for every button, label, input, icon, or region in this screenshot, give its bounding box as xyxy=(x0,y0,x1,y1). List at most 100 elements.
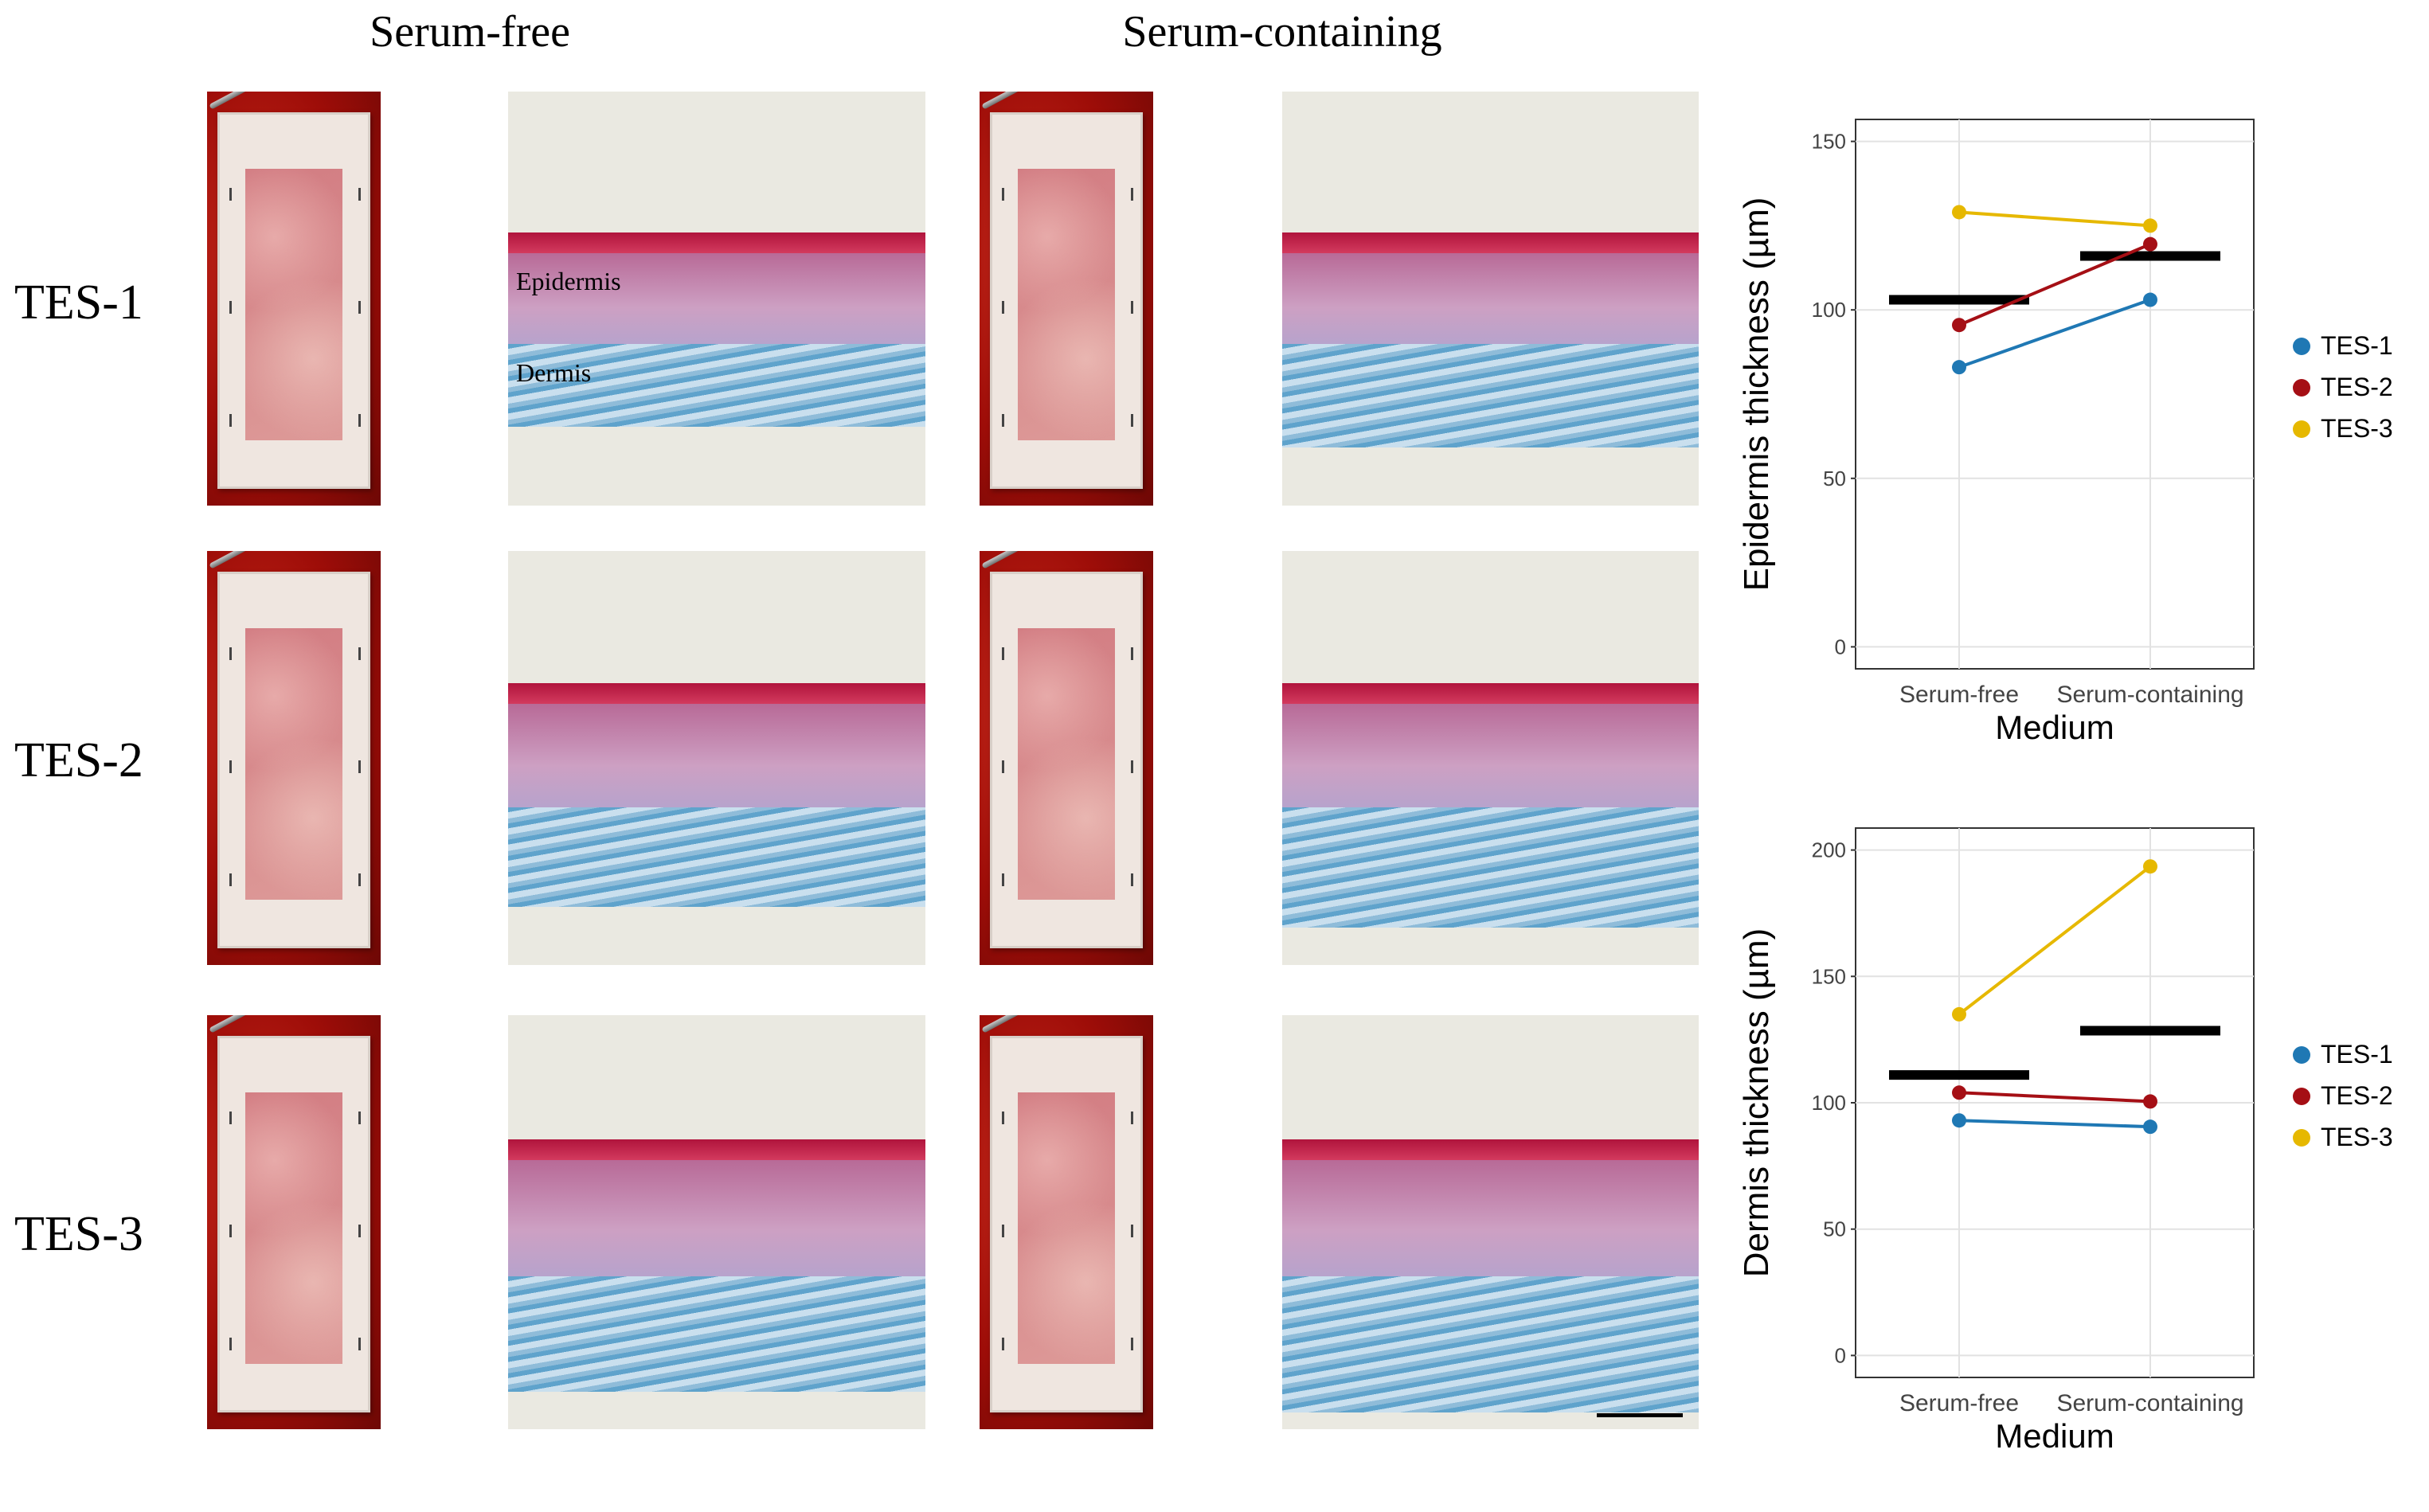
staple-pin xyxy=(1002,647,1005,660)
y-tick-label: 200 xyxy=(1812,838,1846,862)
legend-key-tes-3 xyxy=(2293,1129,2310,1147)
staple-pin xyxy=(229,647,233,660)
series-line-tes-2 xyxy=(1958,1091,2151,1104)
legend-key-tes-2 xyxy=(2293,379,2310,397)
staple-pin xyxy=(358,647,361,660)
epidermis-layer xyxy=(508,704,925,808)
forceps-icon xyxy=(981,92,1031,110)
culture-frame xyxy=(217,112,370,490)
staple-pin xyxy=(1130,187,1133,201)
staple-pin xyxy=(1130,873,1133,886)
x-tick-label: Serum-free xyxy=(1899,682,2019,708)
row-label-tes-3: TES-3 xyxy=(14,1207,143,1261)
x-tick-label: Serum-containing xyxy=(2056,682,2243,708)
staple-pin xyxy=(1130,1337,1133,1350)
dermis-label: Dermis xyxy=(516,358,592,387)
staple-pin xyxy=(229,760,233,773)
data-point-tes-1 xyxy=(2143,1119,2157,1135)
dermis-layer xyxy=(508,1276,925,1393)
y-tick-label: 150 xyxy=(1812,130,1846,154)
dermis-layer xyxy=(508,344,925,428)
culture-frame xyxy=(217,572,370,949)
y-tick-label: 0 xyxy=(1835,1343,1846,1367)
data-point-tes-2 xyxy=(1952,318,1966,333)
legend-label-tes-1: TES-1 xyxy=(2321,1040,2393,1069)
data-point-tes-1 xyxy=(1952,360,1966,375)
y-tick-label: 100 xyxy=(1812,298,1846,322)
dermis-layer xyxy=(1282,344,1699,448)
x-axis-label: Medium xyxy=(1995,1417,2114,1455)
legend-label-tes-2: TES-2 xyxy=(2321,373,2393,401)
histology-image-tes-3-serum-containing xyxy=(1282,1015,1699,1429)
epidermis-thickness-chart: 0 50 100 150 Serum-free Serum-containingMediu… xyxy=(1737,119,2393,746)
histology-image-tes-1-serum-containing xyxy=(1282,92,1699,506)
staple-pin xyxy=(1002,413,1005,427)
dermis-layer xyxy=(1282,1276,1699,1413)
y-tick-label: 0 xyxy=(1835,635,1846,658)
staple-pin xyxy=(358,187,361,201)
row-label-tes-2: TES-2 xyxy=(14,733,143,787)
data-point-tes-1 xyxy=(1952,1113,1966,1128)
legend-key-tes-3 xyxy=(2293,420,2310,438)
histology-image-tes-1-serum-free xyxy=(508,92,925,506)
legend-key-tes-1 xyxy=(2293,338,2310,355)
legend-label-tes-3: TES-3 xyxy=(2321,1123,2393,1151)
data-point-tes-2 xyxy=(2143,236,2157,252)
x-tick-label: Serum-free xyxy=(1899,1390,2019,1416)
row-label-tes-1: TES-1 xyxy=(14,275,143,330)
epidermis-layer xyxy=(508,1160,925,1276)
dermis-layer xyxy=(508,807,925,908)
dermis-thickness-chart: 0 50 100 150 200 Serum-free Serum-containingMe… xyxy=(1737,827,2393,1455)
staple-pin xyxy=(358,1224,361,1237)
tissue-photo-tes-2-serum-free xyxy=(207,551,381,965)
histology-image-tes-3-serum-free xyxy=(508,1015,925,1429)
tissue-window xyxy=(1017,627,1116,900)
staple-pin xyxy=(358,413,361,427)
staple-pin xyxy=(1002,873,1005,886)
forceps-icon xyxy=(981,551,1031,569)
series-line-tes-2 xyxy=(1958,242,2151,327)
stratum-corneum xyxy=(1282,683,1699,705)
tissue-window xyxy=(1017,168,1116,440)
data-point-tes-2 xyxy=(2143,1094,2157,1109)
stratum-corneum xyxy=(1282,1139,1699,1160)
series-line-tes-1 xyxy=(1958,1119,2151,1129)
legend-key-tes-1 xyxy=(2293,1046,2310,1064)
data-point-tes-2 xyxy=(1952,1085,1966,1100)
data-point-tes-1 xyxy=(2143,292,2157,307)
culture-frame xyxy=(990,1036,1143,1413)
column-header-serum-free: Serum-free xyxy=(370,7,570,57)
epidermis-layer xyxy=(508,252,925,345)
staple-pin xyxy=(1130,1111,1133,1124)
tissue-photo-tes-2-serum-containing xyxy=(980,551,1153,965)
staple-pin xyxy=(229,873,233,886)
culture-frame xyxy=(990,112,1143,490)
tissue-photo-tes-1-serum-containing xyxy=(980,92,1153,506)
tissue-window xyxy=(244,168,343,440)
tissue-window xyxy=(244,627,343,900)
culture-frame xyxy=(217,1036,370,1413)
epidermis-layer xyxy=(1282,252,1699,345)
histology-image-tes-2-serum-containing xyxy=(1282,551,1699,965)
epidermis-layer xyxy=(1282,1160,1699,1276)
staple-pin xyxy=(1130,647,1133,660)
staple-pin xyxy=(1002,1337,1005,1350)
staple-pin xyxy=(358,760,361,773)
staple-pin xyxy=(229,1224,233,1237)
data-point-tes-3 xyxy=(2143,859,2157,874)
y-axis-label: Epidermis thickness (µm) xyxy=(1737,197,1776,592)
tissue-photo-tes-3-serum-containing xyxy=(980,1015,1153,1429)
staple-pin xyxy=(1002,760,1005,773)
staple-pin xyxy=(358,1337,361,1350)
staple-pin xyxy=(1130,300,1133,314)
plot-panel xyxy=(1855,119,2255,670)
staple-pin xyxy=(229,1111,233,1124)
x-tick-label: Serum-containing xyxy=(2056,1390,2243,1416)
tissue-window xyxy=(1017,1092,1116,1364)
forceps-icon xyxy=(209,92,258,110)
stratum-corneum xyxy=(508,683,925,705)
scale-bar xyxy=(1597,1413,1683,1417)
series-line-tes-1 xyxy=(1958,298,2151,369)
data-point-tes-3 xyxy=(2143,218,2157,233)
y-tick-label: 50 xyxy=(1823,1217,1846,1241)
